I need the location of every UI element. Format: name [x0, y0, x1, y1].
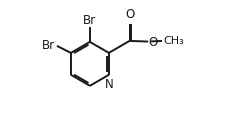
Text: O: O — [125, 8, 134, 21]
Text: O: O — [149, 36, 158, 49]
Text: CH₃: CH₃ — [163, 36, 184, 46]
Text: Br: Br — [83, 14, 97, 27]
Text: N: N — [105, 78, 114, 91]
Text: Br: Br — [42, 39, 55, 52]
